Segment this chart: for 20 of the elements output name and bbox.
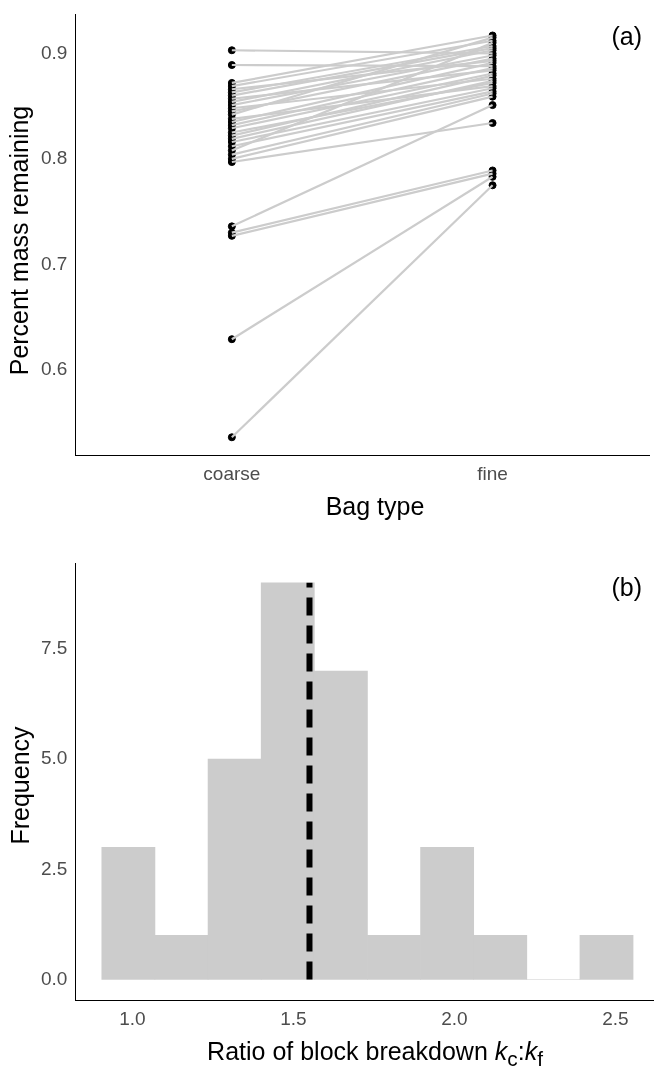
x-axis-title: Ratio of block breakdown k$_{c}$:k$_{f}$ — [206, 1037, 544, 1071]
annotation: (b) — [611, 573, 642, 602]
annotation: (a) — [611, 22, 642, 51]
x-tick-label: 1.0 — [119, 1007, 146, 1029]
x-tick-label: fine — [477, 462, 508, 484]
x-tick-label: coarse — [203, 462, 261, 484]
y-axis-title: Frequency — [5, 725, 35, 845]
y-tick-label: 5.0 — [40, 747, 68, 769]
x-tick-label: 2.5 — [602, 1007, 629, 1029]
y-tick-label: 0.8 — [40, 147, 68, 169]
y-tick-label: 0.9 — [40, 41, 68, 63]
x-tick-label: 2.0 — [441, 1007, 468, 1029]
y-tick-label: 0.6 — [40, 358, 68, 380]
y-tick-label: 0.0 — [40, 967, 68, 989]
y-tick-label: 7.5 — [40, 637, 68, 659]
y-tick-label: 0.7 — [40, 252, 68, 274]
x-axis-title: Bag type — [324, 492, 426, 521]
y-axis-title: Percent mass remaining — [5, 105, 35, 375]
x-tick-label: 1.5 — [280, 1007, 307, 1029]
y-tick-label: 2.5 — [40, 857, 68, 879]
